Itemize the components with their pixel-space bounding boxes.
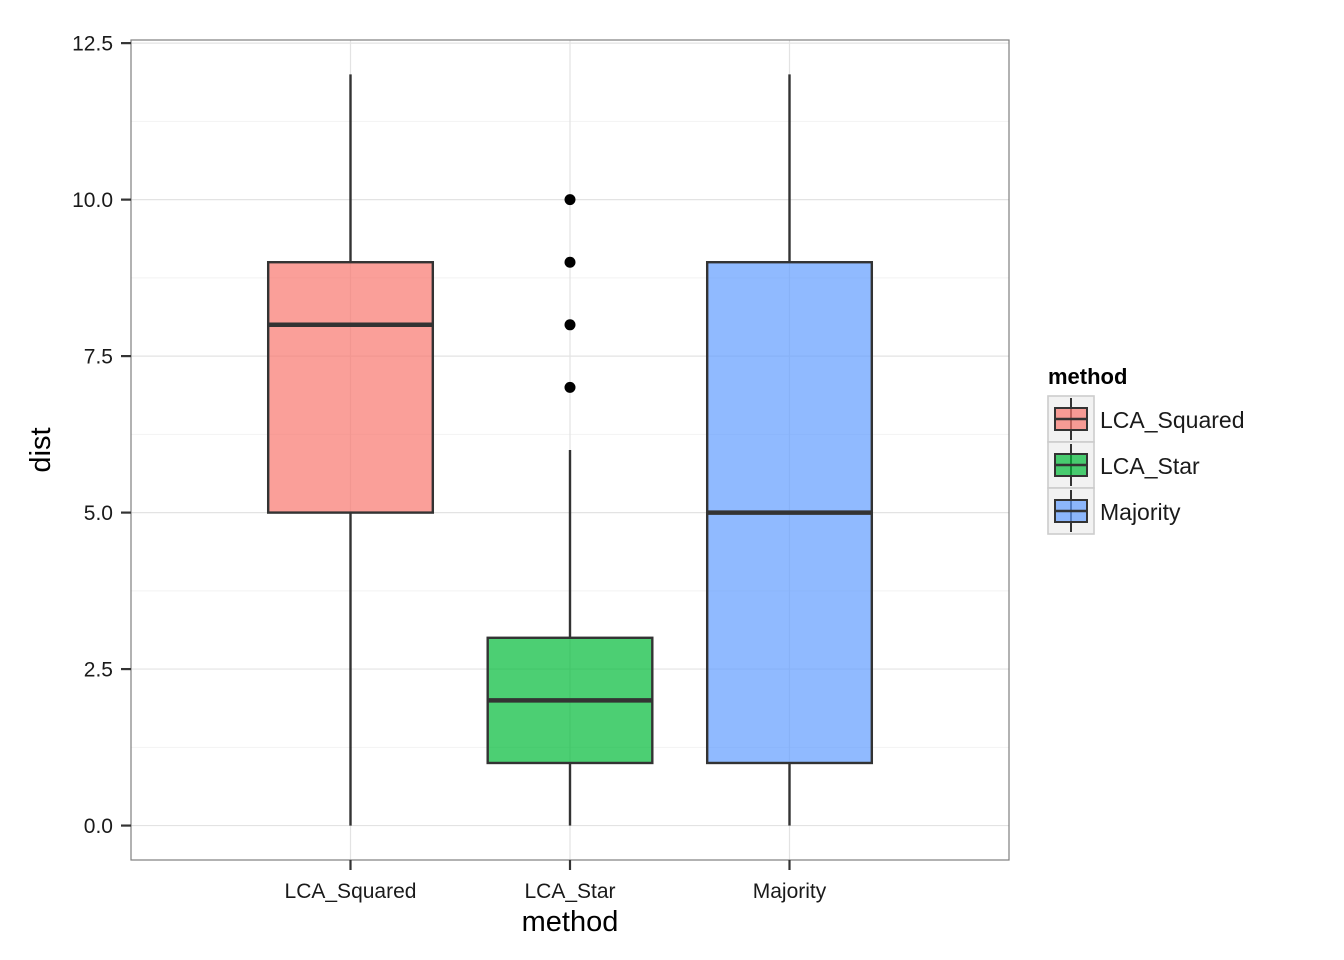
box-Majority bbox=[705, 74, 874, 826]
y-axis-title: dist bbox=[25, 427, 57, 472]
y-axis: 0.0 2.5 5.0 7.5 10.0 12.5 bbox=[72, 33, 131, 838]
legend: method LCA_Squared LCA_Star Majority bbox=[1047, 364, 1245, 535]
box-LCA_Squared bbox=[266, 74, 435, 826]
x-axis: LCA_Squared LCA_Star Majority bbox=[285, 860, 827, 903]
y-tick-label: 7.5 bbox=[84, 346, 113, 369]
outlier-point bbox=[564, 381, 576, 393]
y-tick-label: 5.0 bbox=[84, 502, 113, 525]
legend-item-Majority: Majority bbox=[1047, 487, 1181, 535]
legend-item-LCA_Squared: LCA_Squared bbox=[1047, 395, 1245, 443]
x-tick-label: LCA_Squared bbox=[285, 880, 417, 903]
y-tick-label: 0.0 bbox=[84, 815, 113, 838]
y-tick-label: 2.5 bbox=[84, 659, 113, 682]
legend-item-LCA_Star: LCA_Star bbox=[1047, 441, 1200, 489]
legend-label: LCA_Star bbox=[1100, 453, 1200, 479]
x-axis-title: method bbox=[522, 906, 619, 938]
legend-title: method bbox=[1048, 364, 1127, 389]
legend-label: LCA_Squared bbox=[1100, 407, 1245, 433]
legend-label: Majority bbox=[1100, 499, 1181, 525]
outlier-point bbox=[564, 319, 576, 331]
box-body bbox=[266, 261, 435, 514]
x-tick-label: Majority bbox=[753, 880, 827, 903]
box-LCA_Star bbox=[486, 194, 654, 826]
outlier-point bbox=[564, 256, 576, 268]
boxes bbox=[266, 74, 874, 826]
x-tick-label: LCA_Star bbox=[524, 880, 615, 903]
y-tick-label: 10.0 bbox=[72, 189, 113, 212]
outlier-point bbox=[564, 194, 576, 206]
y-tick-label: 12.5 bbox=[72, 33, 113, 56]
